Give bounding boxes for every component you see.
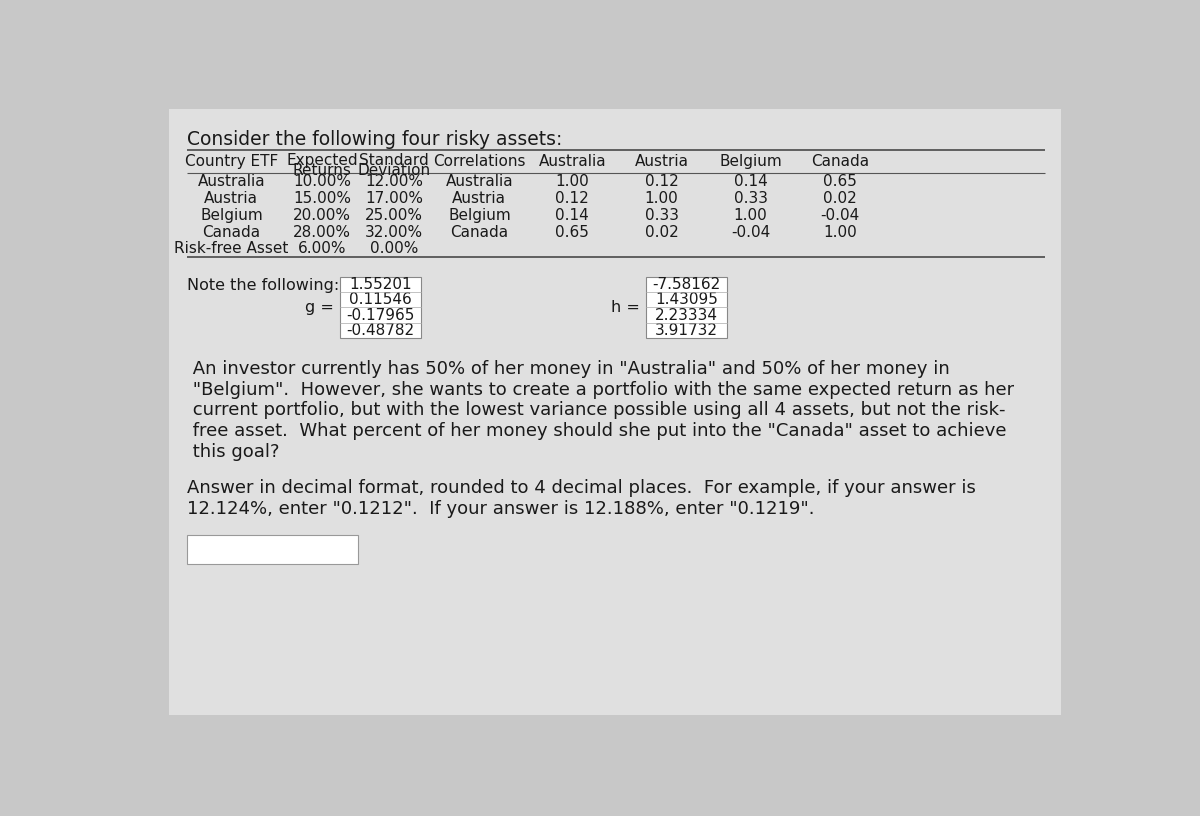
- Text: 0.14: 0.14: [556, 208, 589, 224]
- Text: Austria: Austria: [452, 191, 506, 206]
- Text: Consider the following four risky assets:: Consider the following four risky assets…: [187, 131, 563, 149]
- Text: 0.00%: 0.00%: [370, 242, 419, 256]
- Text: Risk-free Asset: Risk-free Asset: [174, 242, 288, 256]
- Text: Note the following:: Note the following:: [187, 278, 340, 293]
- Text: Correlations: Correlations: [433, 154, 526, 170]
- Text: Australia: Australia: [198, 175, 265, 189]
- Text: 10.00%: 10.00%: [293, 175, 352, 189]
- Text: Canada: Canada: [450, 225, 509, 240]
- Text: Belgium: Belgium: [200, 208, 263, 224]
- Text: 3.91732: 3.91732: [655, 323, 718, 338]
- Text: -0.04: -0.04: [820, 208, 859, 224]
- Text: this goal?: this goal?: [187, 443, 280, 461]
- Text: 17.00%: 17.00%: [365, 191, 424, 206]
- Text: 0.02: 0.02: [644, 225, 678, 240]
- Text: 20.00%: 20.00%: [293, 208, 352, 224]
- Text: 12.00%: 12.00%: [365, 175, 424, 189]
- Text: 25.00%: 25.00%: [365, 208, 424, 224]
- Text: 1.00: 1.00: [823, 225, 857, 240]
- Text: 32.00%: 32.00%: [365, 225, 424, 240]
- Text: 1.00: 1.00: [733, 208, 768, 224]
- Text: Belgium: Belgium: [448, 208, 511, 224]
- Text: Austria: Austria: [204, 191, 258, 206]
- Text: 2.23334: 2.23334: [655, 308, 718, 322]
- Text: Austria: Austria: [635, 154, 689, 170]
- Text: 0.12: 0.12: [644, 175, 678, 189]
- Text: current portfolio, but with the lowest variance possible using all 4 assets, but: current portfolio, but with the lowest v…: [187, 401, 1006, 419]
- FancyBboxPatch shape: [340, 277, 421, 338]
- Text: Country ETF: Country ETF: [185, 154, 278, 170]
- Text: -7.58162: -7.58162: [653, 277, 721, 292]
- Text: -0.48782: -0.48782: [347, 323, 415, 338]
- FancyBboxPatch shape: [646, 277, 727, 338]
- Text: -0.04: -0.04: [731, 225, 770, 240]
- FancyBboxPatch shape: [187, 534, 358, 564]
- Text: 1.00: 1.00: [556, 175, 589, 189]
- Text: 12.124%, enter "0.1212".  If your answer is 12.188%, enter "0.1219".: 12.124%, enter "0.1212". If your answer …: [187, 500, 815, 518]
- Text: Australia: Australia: [539, 154, 606, 170]
- Text: Expected: Expected: [287, 153, 358, 168]
- Text: Answer in decimal format, rounded to 4 decimal places.  For example, if your ans: Answer in decimal format, rounded to 4 d…: [187, 479, 976, 497]
- Text: 1.43095: 1.43095: [655, 292, 718, 307]
- Text: Deviation: Deviation: [358, 162, 431, 178]
- Text: Australia: Australia: [445, 175, 514, 189]
- Text: 0.02: 0.02: [823, 191, 857, 206]
- Text: 0.33: 0.33: [733, 191, 768, 206]
- Text: 0.11546: 0.11546: [349, 292, 412, 307]
- Text: Returns: Returns: [293, 162, 352, 178]
- Text: 0.12: 0.12: [556, 191, 589, 206]
- Text: 0.33: 0.33: [644, 208, 678, 224]
- Text: 1.00: 1.00: [644, 191, 678, 206]
- Text: 1.55201: 1.55201: [349, 277, 412, 292]
- Text: h =: h =: [611, 299, 640, 315]
- Text: Standard: Standard: [359, 153, 430, 168]
- Text: 0.65: 0.65: [823, 175, 857, 189]
- Text: 0.65: 0.65: [556, 225, 589, 240]
- FancyBboxPatch shape: [169, 109, 1061, 715]
- Text: 6.00%: 6.00%: [298, 242, 347, 256]
- Text: -0.17965: -0.17965: [347, 308, 415, 322]
- Text: g =: g =: [305, 299, 334, 315]
- Text: An investor currently has 50% of her money in "Australia" and 50% of her money i: An investor currently has 50% of her mon…: [187, 360, 950, 378]
- Text: 15.00%: 15.00%: [293, 191, 352, 206]
- Text: 0.14: 0.14: [733, 175, 768, 189]
- Text: free asset.  What percent of her money should she put into the "Canada" asset to: free asset. What percent of her money sh…: [187, 422, 1007, 440]
- Text: Canada: Canada: [203, 225, 260, 240]
- Text: "Belgium".  However, she wants to create a portfolio with the same expected retu: "Belgium". However, she wants to create …: [187, 380, 1014, 398]
- Text: 28.00%: 28.00%: [293, 225, 352, 240]
- Text: Canada: Canada: [811, 154, 869, 170]
- Text: Belgium: Belgium: [719, 154, 782, 170]
